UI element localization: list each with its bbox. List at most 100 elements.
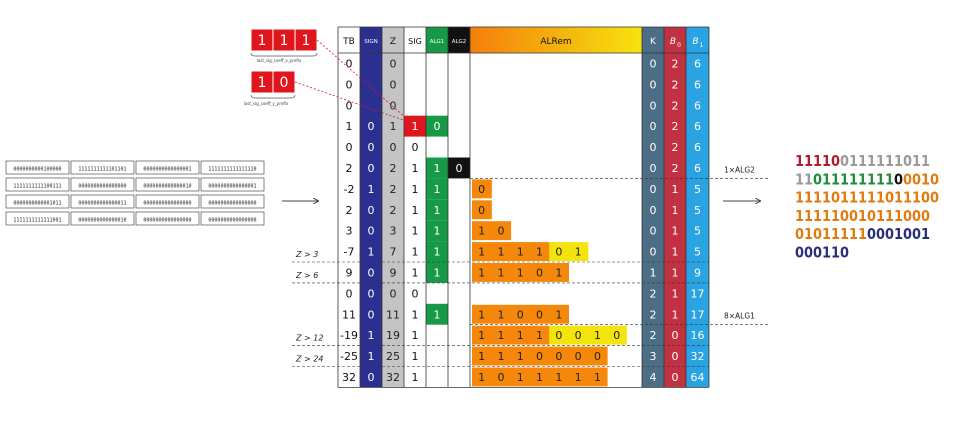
alrem-cell [529, 325, 550, 345]
input-cell [70, 211, 135, 226]
b1-value: 5 [694, 183, 701, 196]
z-threshold-label: Z > 24 [295, 355, 323, 364]
sig-value: 1 [412, 246, 419, 259]
header-b0: B [670, 37, 676, 47]
alrem-cell [529, 242, 550, 261]
k-value: 0 [650, 183, 657, 196]
alrem-bit: 1 [536, 371, 543, 384]
sign-value: 0 [368, 162, 375, 175]
alg1-value: 1 [434, 308, 441, 321]
alrem-cell [472, 242, 492, 261]
input-cell [5, 177, 70, 192]
sig-value: 1 [412, 162, 419, 175]
alrem-cell [568, 242, 589, 261]
alrem-cell [549, 304, 569, 324]
tb-value: 32 [342, 371, 356, 384]
alg1-cell [426, 115, 448, 137]
alrem-cell [587, 325, 608, 345]
k-value: 0 [650, 204, 657, 217]
sig-header-cell [404, 27, 426, 53]
z-threshold-label: Z > 12 [295, 334, 323, 343]
prefix-brace [250, 52, 318, 57]
tb-value: 0 [346, 99, 353, 112]
b1-value: 6 [694, 78, 701, 91]
b1-value: 6 [694, 99, 701, 112]
alrem-bit: 0 [575, 350, 582, 363]
input-cell [135, 211, 200, 226]
alrem-cell [568, 367, 589, 387]
tb-value: 2 [346, 204, 353, 217]
alg2-header-cell [448, 27, 470, 53]
alrem-bit: 0 [517, 308, 524, 321]
b1-value: 6 [694, 120, 701, 133]
b0-value: 0 [672, 329, 679, 342]
alrem-bit: 1 [517, 350, 524, 363]
alg1-value: 1 [434, 225, 441, 238]
k-value: 0 [650, 99, 657, 112]
alrem-cell [587, 367, 608, 387]
sig-value: 1 [412, 329, 419, 342]
sign-value: 0 [368, 371, 375, 384]
z-value: 32 [386, 371, 400, 384]
alrem-bit: 0 [555, 246, 562, 259]
b1-value: 5 [694, 246, 701, 259]
input-value: 0000000000000000 [208, 201, 256, 207]
alrem-cell [549, 346, 569, 366]
alg1-header-cell [426, 27, 448, 53]
alg1-value: 1 [434, 183, 441, 196]
input-coefficient-table: 0000000000100000 1111111111101101 00000000… [5, 160, 265, 226]
header-alg1: ALG1 [430, 39, 445, 45]
prefix-bit: 1 [258, 75, 267, 91]
bitstream-segment: 1111011111011100 [795, 189, 939, 207]
alrem-bit: 0 [478, 204, 485, 217]
sign-value: 0 [368, 141, 375, 154]
header-alrem: ALRem [540, 37, 571, 47]
input-value: 0000000000000000 [143, 201, 191, 207]
z-value: 19 [386, 329, 400, 342]
b0-value: 2 [672, 57, 679, 70]
alrem-cell [472, 304, 492, 324]
alrem-cell [472, 325, 492, 345]
alrem-bit: 1 [478, 329, 485, 342]
b1-value: 5 [694, 225, 701, 238]
z-value: 25 [386, 350, 400, 363]
input-cell [135, 160, 200, 175]
alrem-bit: 1 [555, 266, 562, 279]
alrem-cell [472, 346, 492, 366]
alrem-bit: 1 [497, 329, 504, 342]
header-b1: B [692, 37, 698, 47]
z-value: 7 [390, 246, 397, 259]
alrem-cell [549, 325, 569, 345]
alrem-bit: 0 [575, 329, 582, 342]
alg1-value: 1 [434, 162, 441, 175]
bitstream-segment: 0 [894, 170, 903, 188]
header-z: Z [390, 37, 396, 47]
tb-value: -7 [344, 246, 355, 259]
bitstream-segment: 01011111 [795, 225, 867, 243]
input-cell [200, 194, 265, 209]
alrem-bit: 0 [497, 371, 504, 384]
alrem-bit: 1 [517, 371, 524, 384]
tb-value: 0 [346, 57, 353, 70]
alrem-cell [510, 242, 531, 261]
sig-value: 1 [412, 225, 419, 238]
header-k: K [650, 37, 657, 47]
sig-cell [404, 115, 426, 137]
tb-value: 0 [346, 141, 353, 154]
input-cell [200, 177, 265, 192]
sign-column [360, 27, 382, 388]
alg1-value: 1 [434, 246, 441, 259]
bitstream-segment: 000110 [795, 244, 849, 262]
sig-value: 1 [412, 120, 419, 133]
alrem-cell [529, 304, 550, 324]
alrem-cell [549, 263, 569, 282]
k-value: 0 [650, 57, 657, 70]
alg1-cell [426, 199, 448, 221]
sign-value: 1 [368, 350, 375, 363]
z-threshold-labels: Z > 3 Z > 6 Z > 12 Z > 24 [292, 250, 709, 367]
sign-value: 1 [368, 246, 375, 259]
alrem-bit: 1 [575, 246, 582, 259]
k-value: 2 [650, 329, 657, 342]
input-value: 0000000000001011 [13, 201, 61, 207]
k-value: 2 [650, 287, 657, 300]
